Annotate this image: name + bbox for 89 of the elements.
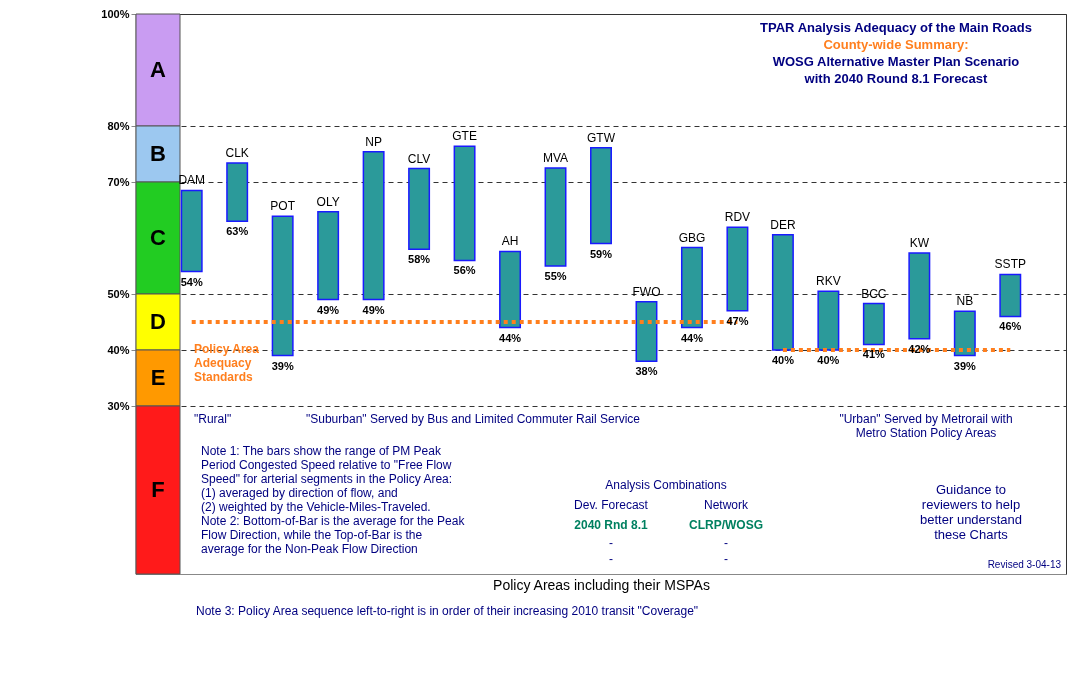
bar — [862, 302, 885, 346]
x-tick-label: OLY — [316, 194, 340, 209]
bar — [680, 246, 703, 329]
bar — [226, 162, 249, 222]
annotation: 40% — [771, 354, 795, 366]
annotation: 2040 Rnd 8.1 — [574, 518, 649, 532]
text: Note 3: Policy Area sequence left-to-right is in order of their increasing 2010 transit "Coverage" — [196, 604, 699, 618]
annotation: 46% — [999, 320, 1022, 333]
band-label: E — [150, 365, 166, 390]
bar — [362, 151, 385, 301]
annotation: 44% — [680, 331, 704, 344]
y-tick-label: 70% — [107, 175, 130, 188]
annotation: 55% — [544, 270, 567, 282]
bar — [590, 147, 612, 245]
bar — [953, 310, 976, 357]
x-tick-label: DER — [770, 217, 796, 232]
annotation: Policy Area Adequacy Standards — [194, 342, 260, 384]
annotation: 54% — [180, 275, 203, 288]
x-tick-label: CLK — [225, 145, 249, 160]
annotation: 58% — [408, 253, 431, 266]
annotation: 39% — [271, 359, 294, 372]
x-tick-label: GTE — [452, 129, 477, 144]
annotation: 49% — [362, 303, 385, 316]
y-tick-label: 40% — [107, 343, 130, 356]
annotation: 44% — [499, 331, 522, 344]
annotation: - — [609, 536, 613, 550]
annotation: 41% — [862, 348, 886, 361]
x-tick-label: DAM — [178, 173, 206, 188]
x-tick-label: RDV — [724, 210, 751, 225]
x-tick-label: FWO — [632, 284, 661, 299]
annotation: "Rural" — [194, 412, 232, 426]
band-label: C — [150, 225, 167, 250]
x-tick-label: GBG — [678, 230, 706, 245]
annotation: 59% — [589, 247, 613, 260]
annotation: 56% — [453, 264, 476, 277]
x-axis-title: Policy Areas including their MSPAs — [493, 576, 710, 593]
annotation: 47% — [726, 314, 749, 327]
x-tick-label: GTW — [587, 130, 616, 145]
y-tick-label: 30% — [107, 399, 130, 412]
band-label: A — [150, 57, 167, 82]
y-tick-label: 100% — [101, 7, 130, 20]
annotation: 42% — [908, 342, 931, 355]
text: County-wide Summary: WOSG Alternative Master Plan Scenario with 2040 Round 8.1 Forecast — [772, 37, 1020, 86]
annotation: Network — [703, 498, 749, 512]
annotation: Dev. Forecast — [574, 498, 649, 512]
bar — [271, 215, 294, 357]
annotation: 49% — [317, 303, 340, 316]
x-tick-label: RKV — [816, 274, 841, 289]
bar — [771, 233, 794, 351]
annotation: 38% — [635, 365, 658, 378]
annotation: - — [724, 552, 728, 566]
bar — [317, 210, 340, 301]
annotation: 39% — [953, 359, 977, 372]
bar — [453, 145, 476, 262]
band-label: D — [150, 309, 166, 334]
x-tick-label: POT — [270, 199, 296, 214]
annotation: - — [724, 536, 728, 550]
y-tick-label: 50% — [107, 287, 130, 300]
annotation: 40% — [817, 354, 840, 366]
bar — [817, 290, 840, 351]
bar — [726, 226, 749, 312]
x-tick-label: BCC — [861, 286, 887, 301]
x-tick-label: NB — [956, 294, 974, 309]
bar — [999, 273, 1022, 318]
annotation: Guidance to reviewers to help better understand these Charts — [920, 482, 1022, 542]
bar — [544, 167, 567, 267]
annotation: "Suburban" Served by Bus and Limited Commuter Rail Service — [306, 412, 641, 426]
x-tick-label: CLV — [407, 151, 431, 166]
bar — [408, 167, 431, 250]
band-label: F — [151, 477, 165, 502]
annotation: Note 2: Bottom-of-Bar is the average for the Peak Flow Direction, while the Top-of-Bar is the average for the Non-Peak Flow Direction — [201, 514, 466, 556]
x-tick-label: AH — [501, 234, 519, 249]
annotation: "Urban" Served by Metrorail with Metro Station Policy Areas — [839, 412, 1013, 440]
chart-title: TPAR Analysis Adequacy of the Main Roads — [760, 20, 1032, 35]
x-tick-label: KW — [909, 236, 930, 251]
annotation: 63% — [226, 225, 249, 238]
band-label: B — [150, 141, 166, 166]
x-tick-label: NP — [365, 134, 382, 149]
bar — [635, 301, 658, 362]
annotation: Analysis Combinations — [605, 478, 727, 492]
annotation: Note 1: The bars show the range of PM Peak Period Congested Speed relative to "Free Flow Speed" for arterial segments in the Policy Area: (1) averaged by direction of flow, and (2) weighted by the Vehicle-Miles-Traveled. — [201, 444, 453, 514]
y-tick-label: 80% — [107, 119, 130, 132]
annotation: CLRP/WOSG — [689, 518, 763, 532]
bar — [499, 250, 522, 329]
annotation: Revised 3-04-13 — [987, 559, 1062, 570]
x-tick-label: MVA — [542, 151, 569, 165]
x-tick-label: SSTP — [994, 257, 1026, 272]
annotation: - — [609, 552, 613, 566]
bar — [908, 252, 931, 340]
